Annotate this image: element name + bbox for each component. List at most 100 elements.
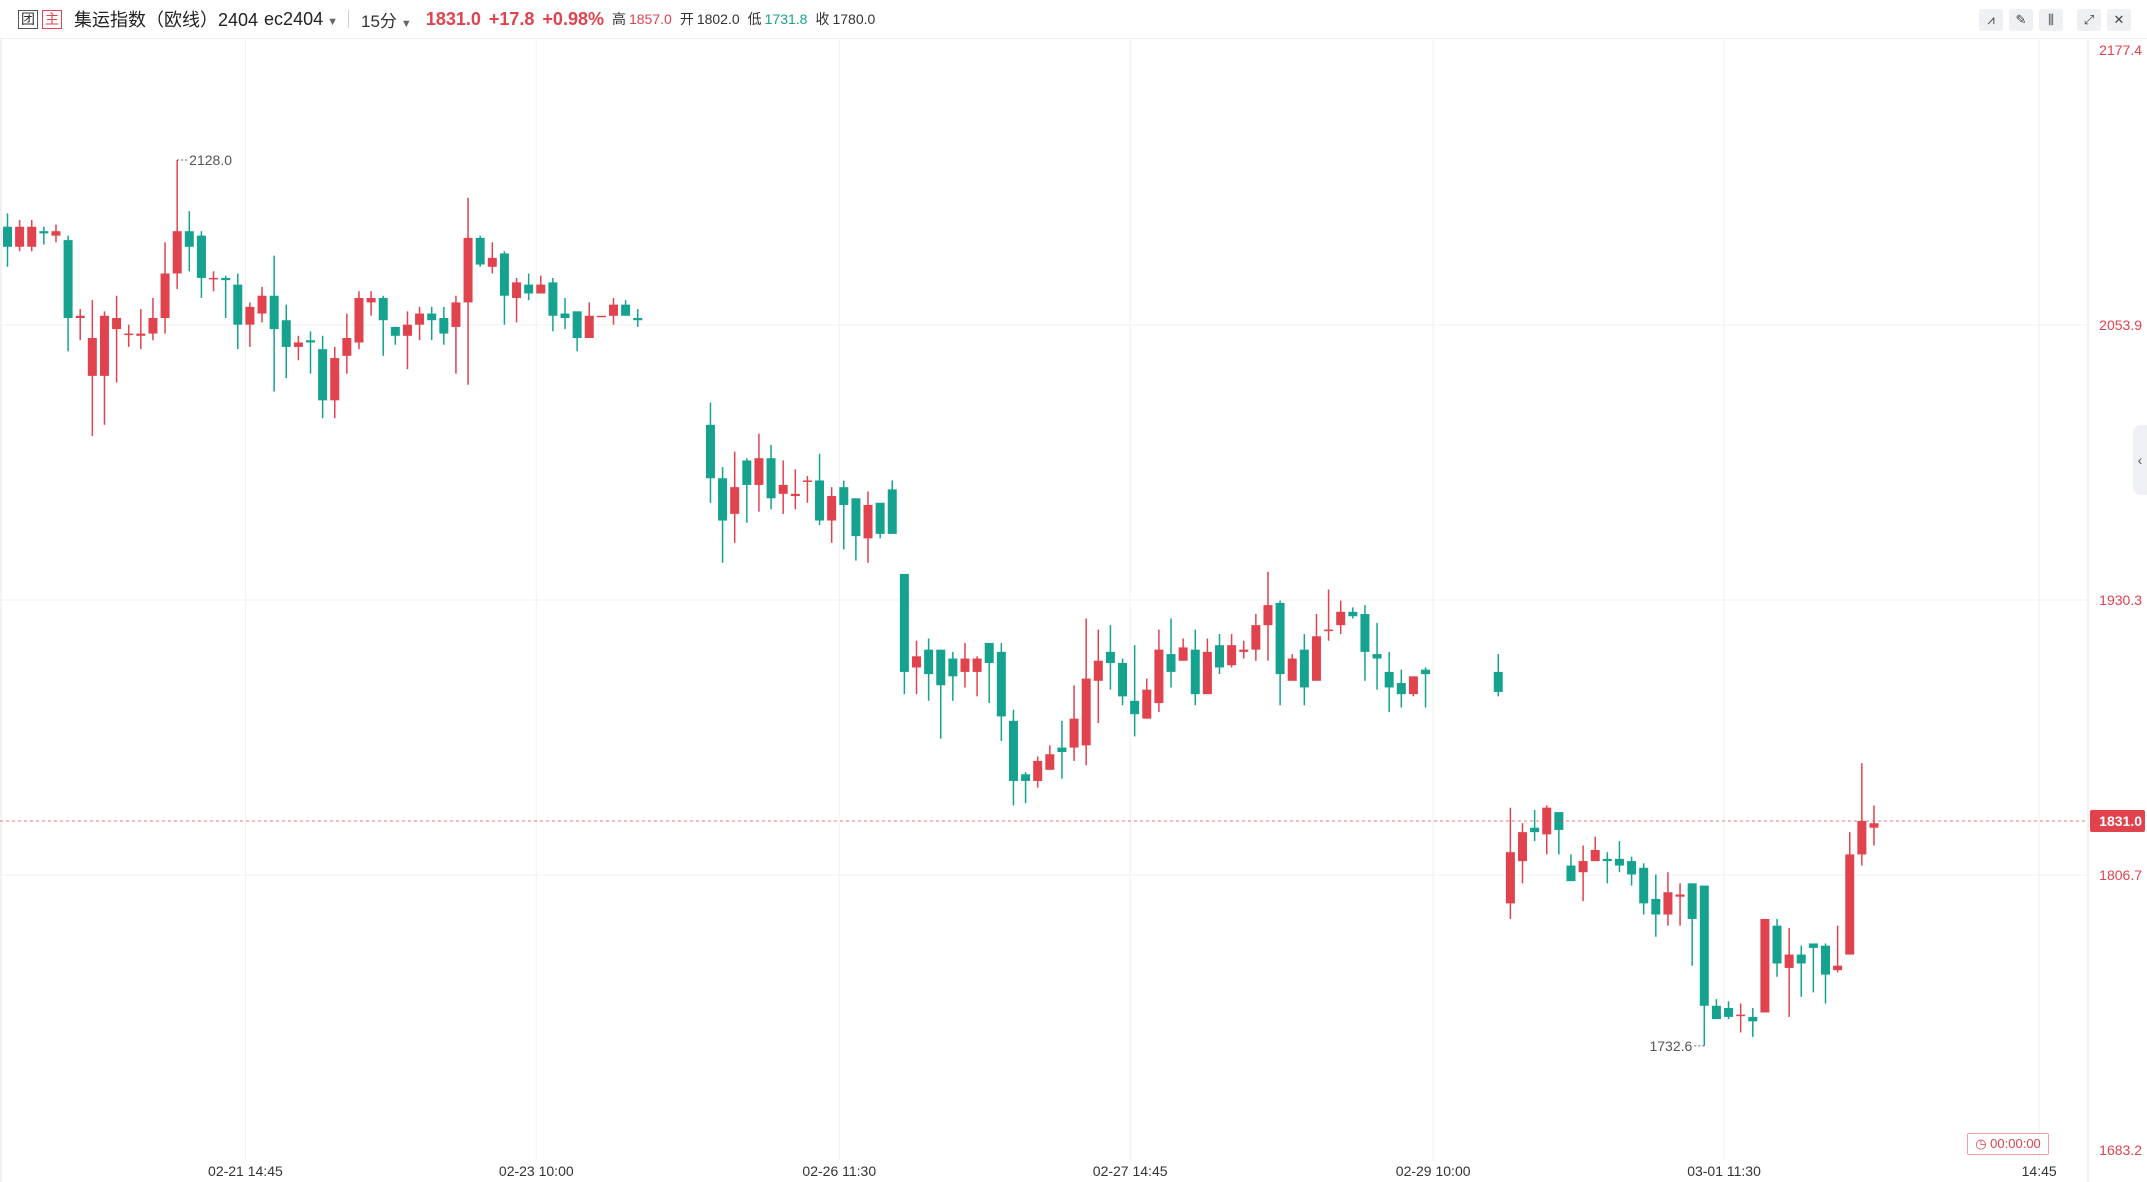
candle-body [1311, 636, 1321, 681]
candle [1602, 852, 1612, 884]
candle [233, 273, 243, 350]
candle-body [790, 493, 800, 497]
candle [1057, 720, 1067, 779]
candle-body [1057, 747, 1067, 753]
candle [75, 309, 85, 341]
candle [1699, 885, 1709, 1046]
candle-body [912, 656, 921, 668]
candle-body [306, 340, 315, 343]
candle [912, 640, 921, 695]
candle [1372, 622, 1382, 690]
candle [160, 242, 170, 334]
candle [1142, 678, 1152, 719]
candle [427, 306, 437, 341]
min-price-label: 1732.6 [1649, 1038, 1692, 1054]
close-icon[interactable]: ✕ [2107, 9, 2131, 31]
candle [451, 295, 461, 374]
candle-body [609, 304, 618, 316]
candle-body [1602, 858, 1612, 862]
candle-body [15, 226, 25, 247]
candle [87, 300, 97, 436]
candle-body [196, 235, 206, 278]
candle-body [730, 487, 740, 514]
candle-body [1869, 823, 1879, 828]
candle-body [63, 240, 73, 318]
candle [1869, 805, 1879, 846]
candle-body [1384, 671, 1394, 688]
candle [1275, 600, 1285, 706]
candle [245, 302, 255, 347]
candle [1857, 763, 1867, 866]
fullscreen-icon[interactable]: ⤢ [2077, 9, 2101, 31]
candle [27, 220, 37, 252]
candle [1748, 1007, 1758, 1037]
candle-body [1360, 614, 1370, 652]
instrument-title[interactable]: 集运指数（欧线）2404 [74, 10, 259, 30]
candle [390, 326, 400, 345]
candle-body [1530, 827, 1540, 833]
candle-body [269, 295, 279, 330]
candle [1614, 841, 1624, 873]
candle-body [51, 231, 61, 236]
y-tick-label: 1930.3 [2099, 592, 2142, 608]
pen-icon[interactable]: ✎ [2009, 9, 2033, 31]
candle-body [742, 460, 752, 485]
period-selector[interactable]: 15分 ▼ [361, 7, 412, 32]
candle-body [1590, 849, 1600, 862]
candle-body [633, 317, 643, 321]
candle-type-icon[interactable]: ⫼ [2039, 9, 2063, 31]
candle [1421, 667, 1431, 708]
candle [924, 638, 934, 701]
candle [1360, 605, 1370, 681]
candle [415, 306, 425, 341]
line-draw-icon[interactable]: ⩘ [1979, 9, 2003, 31]
candle-body [402, 324, 412, 336]
candle-body [99, 315, 109, 376]
candle [802, 476, 812, 503]
candle-body [996, 651, 1006, 717]
candle-body [184, 231, 194, 247]
candle [1796, 945, 1806, 997]
countdown-timer: ◷ 00:00:00 [1967, 1133, 2049, 1155]
candle-body [718, 478, 728, 521]
candle [548, 277, 558, 332]
candle-body [1166, 654, 1176, 672]
candle [1651, 874, 1661, 937]
candle-body [1493, 671, 1503, 692]
candle [1202, 638, 1212, 695]
candle [172, 159, 182, 290]
price-change-pct: +0.98% [542, 8, 604, 29]
candle-body [160, 273, 170, 318]
collapse-panel-chevron-left-icon[interactable]: ‹ [2133, 425, 2147, 495]
instrument-code-selector[interactable]: ec2404 ▼ [264, 9, 338, 30]
candle [960, 642, 970, 688]
candle-body [851, 498, 861, 537]
candle [754, 433, 764, 512]
high-value: 1857.0 [628, 11, 672, 27]
candle [730, 451, 740, 543]
candle-body [366, 297, 376, 303]
candle-body [1093, 660, 1103, 681]
candle-body [778, 484, 788, 494]
candle-body [475, 237, 485, 265]
y-tick-label: 1806.7 [2099, 867, 2142, 883]
candle-body [27, 226, 37, 247]
candle [1833, 925, 1843, 973]
candle [1251, 614, 1261, 661]
candle [778, 460, 788, 514]
candle [402, 311, 412, 370]
candle [15, 220, 25, 252]
candle-body [1421, 669, 1431, 675]
candle-body [815, 480, 825, 521]
candle-body [1518, 832, 1527, 862]
low-value: 1731.8 [764, 11, 808, 27]
high-label: 高 [611, 11, 626, 27]
candle [948, 651, 958, 701]
candle-body [1687, 883, 1697, 919]
candle [621, 300, 631, 316]
candle [112, 295, 122, 383]
candle [572, 311, 582, 352]
candle [1239, 640, 1249, 659]
candle-body [1275, 602, 1285, 675]
